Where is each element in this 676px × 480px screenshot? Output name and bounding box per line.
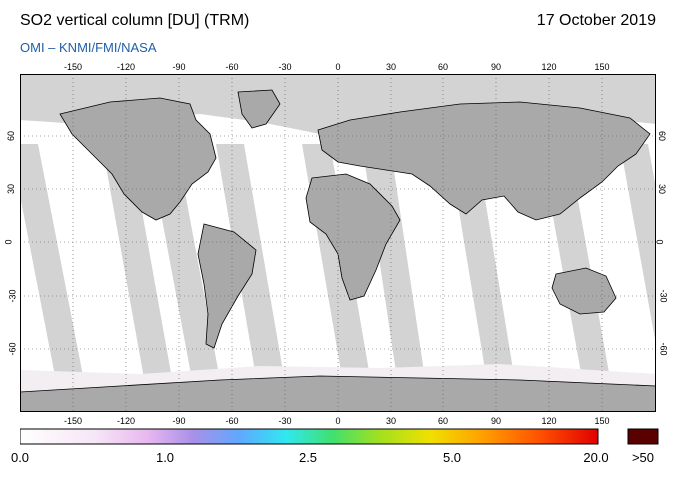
so2-world-map (20, 74, 656, 412)
lon-tick-top: 150 (594, 62, 610, 72)
colorbar-label: 0.0 (10, 450, 30, 465)
lon-tick-top: 0 (335, 62, 341, 72)
lon-tick-bottom: -90 (172, 416, 186, 426)
lon-tick-bottom: -120 (116, 416, 136, 426)
colorbar-label: 5.0 (442, 450, 462, 465)
lat-tick-right: 0 (654, 239, 665, 245)
lat-tick-right: -60 (658, 342, 669, 356)
lat-tick-right: 60 (657, 130, 668, 142)
lon-tick-top: -90 (172, 62, 186, 72)
map-date: 17 October 2019 (536, 12, 656, 29)
lat-tick-left: -30 (7, 289, 18, 303)
colorbar-gradient (20, 428, 599, 445)
lon-tick-top: 30 (385, 62, 397, 72)
lon-tick-top: -120 (116, 62, 136, 72)
graticule (20, 74, 656, 412)
eurasia (317, 101, 651, 221)
lat-tick-left: 30 (6, 183, 17, 195)
lon-tick-bottom: 0 (335, 416, 341, 426)
lon-tick-top: 60 (437, 62, 449, 72)
north-america (59, 97, 217, 221)
lat-tick-right: -30 (658, 289, 669, 303)
lat-tick-left: 60 (6, 130, 17, 142)
colorbar-label: >50 (631, 450, 655, 465)
colorbar-label: 1.0 (155, 450, 175, 465)
lon-tick-bottom: 120 (541, 416, 557, 426)
lon-tick-top: -60 (225, 62, 239, 72)
lon-tick-bottom: 60 (437, 416, 449, 426)
lon-tick-top: -150 (63, 62, 83, 72)
lon-tick-top: 120 (541, 62, 557, 72)
colorbar-overflow-swatch (627, 428, 659, 445)
lat-tick-right: 30 (657, 183, 668, 195)
lon-tick-bottom: 30 (385, 416, 397, 426)
lon-tick-bottom: -60 (225, 416, 239, 426)
colorbar-label: 2.5 (298, 450, 318, 465)
lon-tick-top: -30 (278, 62, 292, 72)
map-frame (20, 74, 656, 412)
greenland (237, 89, 281, 129)
lat-tick-left: -60 (7, 342, 18, 356)
lat-tick-left: 0 (3, 239, 14, 245)
lon-tick-bottom: -30 (278, 416, 292, 426)
lon-tick-bottom: 150 (594, 416, 610, 426)
south-america (197, 223, 257, 349)
map-title: SO2 vertical column [DU] (TRM) (20, 12, 250, 29)
data-source-credit: OMI – KNMI/FMI/NASA (20, 40, 157, 55)
lon-tick-bottom: -150 (63, 416, 83, 426)
lon-tick-top: 90 (490, 62, 502, 72)
colorbar (20, 428, 659, 445)
colorbar-label: 20.0 (583, 450, 609, 465)
lon-tick-bottom: 90 (490, 416, 502, 426)
australia (551, 267, 617, 315)
